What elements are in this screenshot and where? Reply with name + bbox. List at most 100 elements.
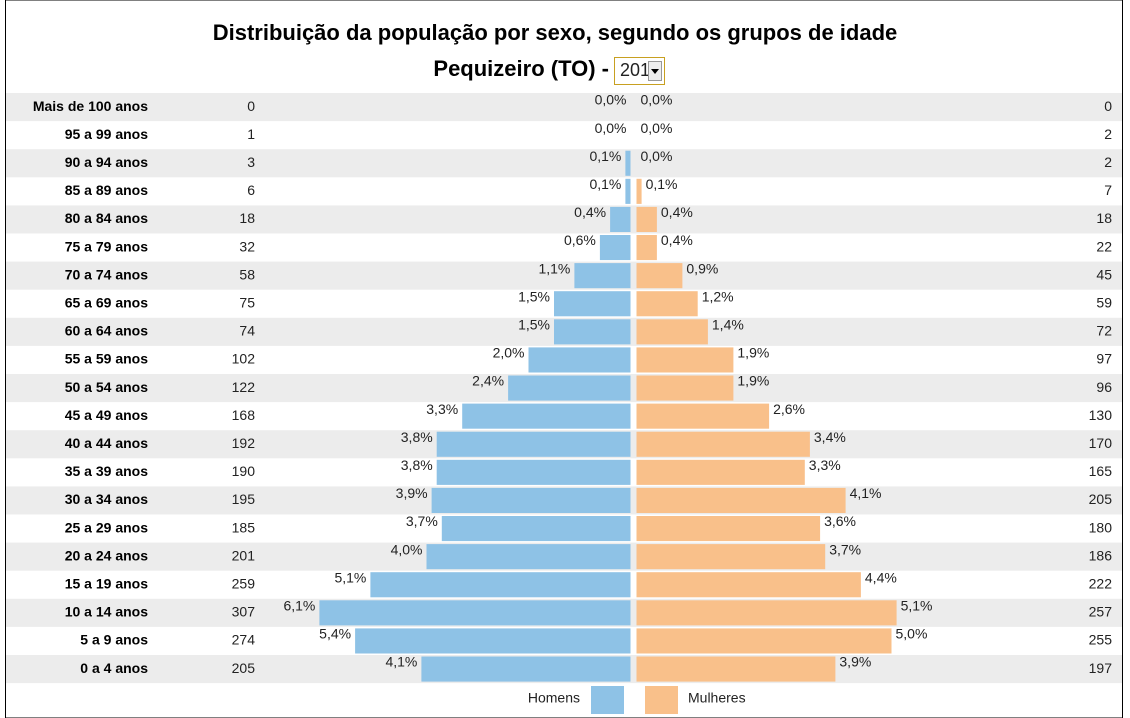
value-label: 6,1% [283, 598, 315, 614]
value-label: 3,8% [401, 429, 433, 445]
value-label: 3,7% [829, 541, 861, 557]
male-bar [610, 206, 631, 232]
category-label: 70 a 74 anos [65, 266, 148, 282]
count-label: 2 [1104, 126, 1112, 142]
value-label: 1,5% [518, 288, 550, 304]
count-label: 32 [239, 238, 255, 254]
legend-label: Mulheres [688, 690, 746, 706]
category-label: 80 a 84 anos [65, 210, 148, 226]
value-label: 0,4% [661, 232, 693, 248]
value-label: 0,1% [646, 176, 678, 192]
category-label: 85 a 89 anos [65, 182, 148, 198]
female-bar [636, 516, 821, 542]
year-select[interactable]: 2010 [614, 57, 665, 85]
count-label: 190 [232, 463, 256, 479]
row-stripe [6, 205, 1122, 234]
count-label: 2 [1104, 154, 1112, 170]
category-label: 45 a 49 anos [65, 407, 148, 423]
male-bar [426, 544, 631, 570]
female-bar [636, 656, 836, 682]
male-bar [436, 431, 631, 457]
male-bar [554, 291, 631, 317]
value-label: 0,4% [574, 204, 606, 220]
value-label: 2,0% [493, 345, 525, 361]
value-label: 0,9% [686, 260, 718, 276]
count-label: 18 [1096, 210, 1112, 226]
female-bar [636, 403, 770, 429]
male-bar [528, 347, 631, 373]
value-label: 2,4% [472, 373, 504, 389]
female-bar [636, 544, 826, 570]
count-label: 197 [1089, 660, 1113, 676]
count-label: 259 [232, 575, 256, 591]
count-label: 72 [1096, 323, 1112, 339]
count-label: 18 [239, 210, 255, 226]
value-label: 3,8% [401, 457, 433, 473]
male-bar [436, 459, 631, 485]
value-label: 5,0% [896, 626, 928, 642]
value-label: 0,1% [589, 176, 621, 192]
row-stripe [6, 93, 1122, 122]
category-label: 10 a 14 anos [65, 604, 148, 620]
value-label: 3,3% [426, 401, 458, 417]
male-bar [370, 572, 631, 598]
value-label: 4,4% [865, 569, 897, 585]
value-label: 1,5% [518, 317, 550, 333]
male-bar [441, 516, 631, 542]
value-label: 1,1% [538, 260, 570, 276]
value-label: 0,6% [564, 232, 596, 248]
female-bar [636, 206, 657, 232]
count-label: 7 [1104, 182, 1112, 198]
select-arrow [651, 69, 659, 74]
count-label: 165 [1089, 463, 1113, 479]
count-label: 6 [247, 182, 255, 198]
value-label: 3,7% [406, 513, 438, 529]
count-label: 58 [239, 266, 255, 282]
count-label: 3 [247, 154, 255, 170]
count-label: 195 [232, 491, 256, 507]
value-label: 1,9% [737, 345, 769, 361]
female-bar [636, 291, 698, 317]
value-label: 2,6% [773, 401, 805, 417]
count-label: 45 [1096, 266, 1112, 282]
male-bar [508, 375, 631, 401]
value-label: 5,1% [901, 598, 933, 614]
count-label: 222 [1089, 575, 1113, 591]
count-label: 170 [1089, 435, 1113, 451]
count-label: 205 [232, 660, 256, 676]
count-label: 180 [1089, 519, 1113, 535]
category-label: 95 a 99 anos [65, 126, 148, 142]
value-label: 1,4% [712, 317, 744, 333]
value-label: 0,0% [641, 120, 673, 136]
value-label: 0,1% [589, 148, 621, 164]
count-label: 255 [1089, 632, 1113, 648]
count-label: 186 [1089, 547, 1113, 563]
value-label: 1,2% [702, 288, 734, 304]
female-bar [636, 263, 683, 289]
value-label: 0,0% [641, 148, 673, 164]
male-bar [554, 319, 631, 345]
male-bar [462, 403, 631, 429]
legend-swatch [591, 686, 624, 714]
category-label: 20 a 24 anos [65, 547, 148, 563]
value-label: 5,1% [334, 569, 366, 585]
male-bar [574, 263, 631, 289]
count-label: 201 [232, 547, 256, 563]
value-label: 3,9% [839, 654, 871, 670]
value-label: 0,0% [595, 92, 627, 108]
value-label: 0,0% [595, 120, 627, 136]
category-label: Mais de 100 anos [33, 98, 148, 114]
count-label: 96 [1096, 379, 1112, 395]
count-label: 59 [1096, 294, 1112, 310]
category-label: 55 a 59 anos [65, 351, 148, 367]
value-label: 4,1% [385, 654, 417, 670]
count-label: 97 [1096, 351, 1112, 367]
value-label: 3,9% [396, 485, 428, 501]
category-label: 90 a 94 anos [65, 154, 148, 170]
row-stripe [6, 149, 1122, 178]
category-label: 30 a 34 anos [65, 491, 148, 507]
value-label: 3,4% [814, 429, 846, 445]
female-bar [636, 347, 734, 373]
count-label: 274 [232, 632, 256, 648]
